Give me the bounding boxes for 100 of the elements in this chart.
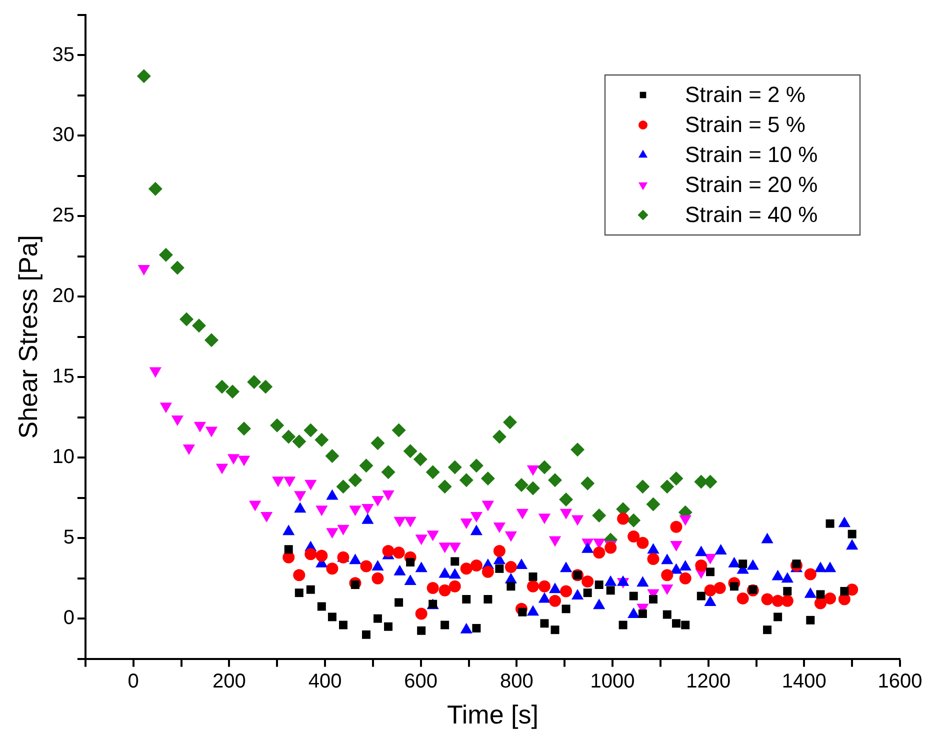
point (482, 566, 494, 578)
point (392, 546, 405, 559)
point (304, 548, 317, 560)
point (618, 620, 628, 630)
point (226, 384, 240, 399)
point (247, 374, 262, 389)
point (284, 545, 293, 554)
point (679, 572, 692, 584)
point (696, 592, 706, 600)
point (669, 472, 684, 486)
point (360, 560, 372, 572)
point (440, 620, 450, 630)
point (336, 480, 350, 494)
point (304, 423, 318, 438)
x-tick-label: 1400 (782, 670, 826, 692)
point (661, 569, 674, 582)
point (462, 595, 471, 604)
point (695, 559, 708, 572)
point (317, 602, 326, 611)
point (662, 610, 672, 619)
point (258, 380, 273, 394)
point (314, 432, 329, 447)
point (792, 560, 801, 568)
point (761, 593, 774, 606)
point (628, 608, 640, 618)
point (470, 559, 482, 572)
point (194, 422, 206, 432)
point (537, 460, 552, 474)
point (580, 476, 595, 490)
point (559, 492, 574, 506)
x-tick-label: 600 (404, 670, 438, 692)
point (148, 182, 162, 196)
point (215, 380, 230, 394)
point (459, 473, 474, 488)
y-tick-label: 15 (52, 366, 74, 388)
point (326, 562, 338, 575)
point (606, 586, 615, 595)
point (138, 264, 150, 276)
point (382, 544, 394, 557)
point (840, 586, 849, 596)
x-axis-title: Time [s] (446, 700, 538, 730)
point (381, 465, 396, 480)
point (648, 595, 658, 604)
point (826, 519, 834, 528)
point (294, 588, 304, 598)
point (158, 248, 173, 262)
point (394, 598, 404, 607)
point (626, 513, 641, 528)
point (460, 518, 472, 529)
point (629, 592, 638, 600)
point (292, 434, 306, 449)
point (406, 558, 415, 566)
x-tick-label: 800 (500, 670, 534, 692)
point (325, 449, 340, 464)
point (549, 594, 562, 607)
point (526, 481, 540, 496)
point (460, 562, 472, 575)
point (204, 333, 218, 348)
legend-label: Strain = 5 % (685, 112, 806, 138)
point (403, 444, 418, 458)
point (282, 430, 296, 444)
point (736, 592, 749, 604)
point (484, 595, 492, 604)
point (480, 472, 495, 486)
point (681, 620, 690, 630)
point (660, 480, 674, 494)
point (548, 473, 562, 488)
point (571, 589, 584, 600)
point (550, 626, 560, 634)
point (528, 572, 538, 581)
point (824, 592, 836, 604)
point (136, 69, 151, 84)
point (413, 452, 428, 466)
point (816, 590, 825, 599)
point (182, 444, 196, 455)
point (370, 436, 385, 450)
point (706, 568, 714, 576)
point (594, 580, 604, 590)
point (306, 585, 315, 594)
y-axis-title: Shear Stress [Pa] (12, 235, 43, 439)
x-tick-label: 0 (128, 670, 139, 692)
point (373, 614, 382, 623)
point (372, 496, 384, 506)
point (171, 415, 184, 426)
y-tick-label: 10 (52, 446, 74, 468)
point (560, 585, 572, 598)
point (562, 604, 570, 614)
point (438, 584, 451, 596)
point (783, 586, 792, 596)
point (636, 480, 650, 494)
y-tick-label: 0 (63, 607, 74, 630)
point (638, 609, 647, 618)
point (328, 612, 336, 622)
point (316, 550, 328, 562)
point (502, 415, 517, 430)
point (448, 580, 461, 592)
point (417, 626, 426, 635)
point (582, 576, 594, 588)
point (495, 564, 504, 573)
y-tick-label: 5 (63, 526, 74, 549)
